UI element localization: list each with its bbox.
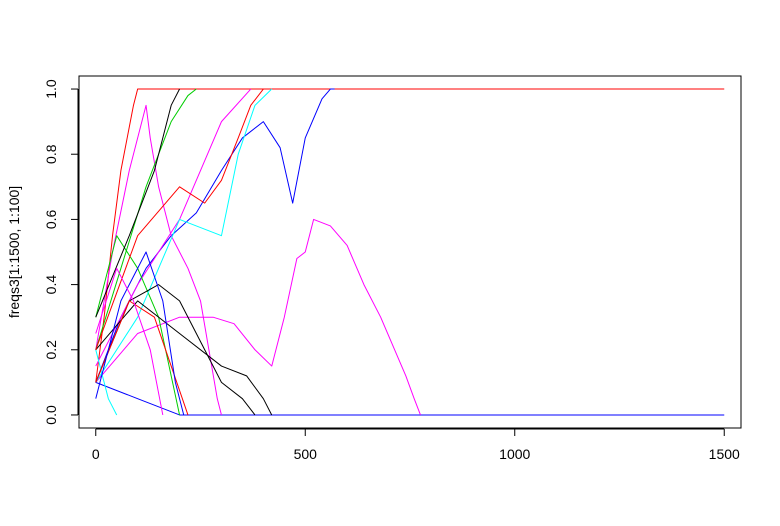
x-tick-label: 1000 [499, 446, 530, 462]
series-line-15 [95, 300, 189, 416]
plot-box [78, 75, 742, 429]
series-line-12 [95, 284, 256, 416]
y-axis-title: freqs3[1:1500, 1:100] [6, 186, 22, 318]
x-tick-label: 500 [294, 446, 318, 462]
series-line-5 [95, 104, 222, 416]
x-axis: 0 500 1000 1500 [92, 428, 740, 462]
series-line-13 [95, 300, 273, 416]
series-line-17 [95, 267, 164, 416]
x-tick-label: 1500 [709, 446, 740, 462]
series-line-10 [95, 349, 118, 416]
x-tick-label: 0 [92, 446, 100, 462]
y-tick-label: 0.6 [43, 209, 59, 229]
y-tick-label: 0.2 [43, 340, 59, 360]
series-line-9 [95, 88, 273, 383]
series-line-6 [95, 88, 252, 367]
series-line-16 [95, 251, 185, 416]
series-line-14 [95, 88, 264, 350]
series-line-2 [95, 88, 335, 383]
y-tick-label: 0.8 [43, 144, 59, 164]
series-line-1 [95, 88, 725, 383]
series-line-4 [95, 218, 421, 416]
series-line-3 [95, 381, 725, 416]
series-line-11 [95, 88, 181, 318]
y-tick-label: 0.0 [43, 405, 59, 425]
series-line-7 [95, 88, 197, 350]
series-layer [95, 88, 725, 416]
y-tick-label: 0.4 [43, 275, 59, 295]
y-tick-label: 1.0 [43, 79, 59, 99]
y-axis: 0.0 0.2 0.4 0.6 0.8 1.0 [43, 79, 79, 425]
